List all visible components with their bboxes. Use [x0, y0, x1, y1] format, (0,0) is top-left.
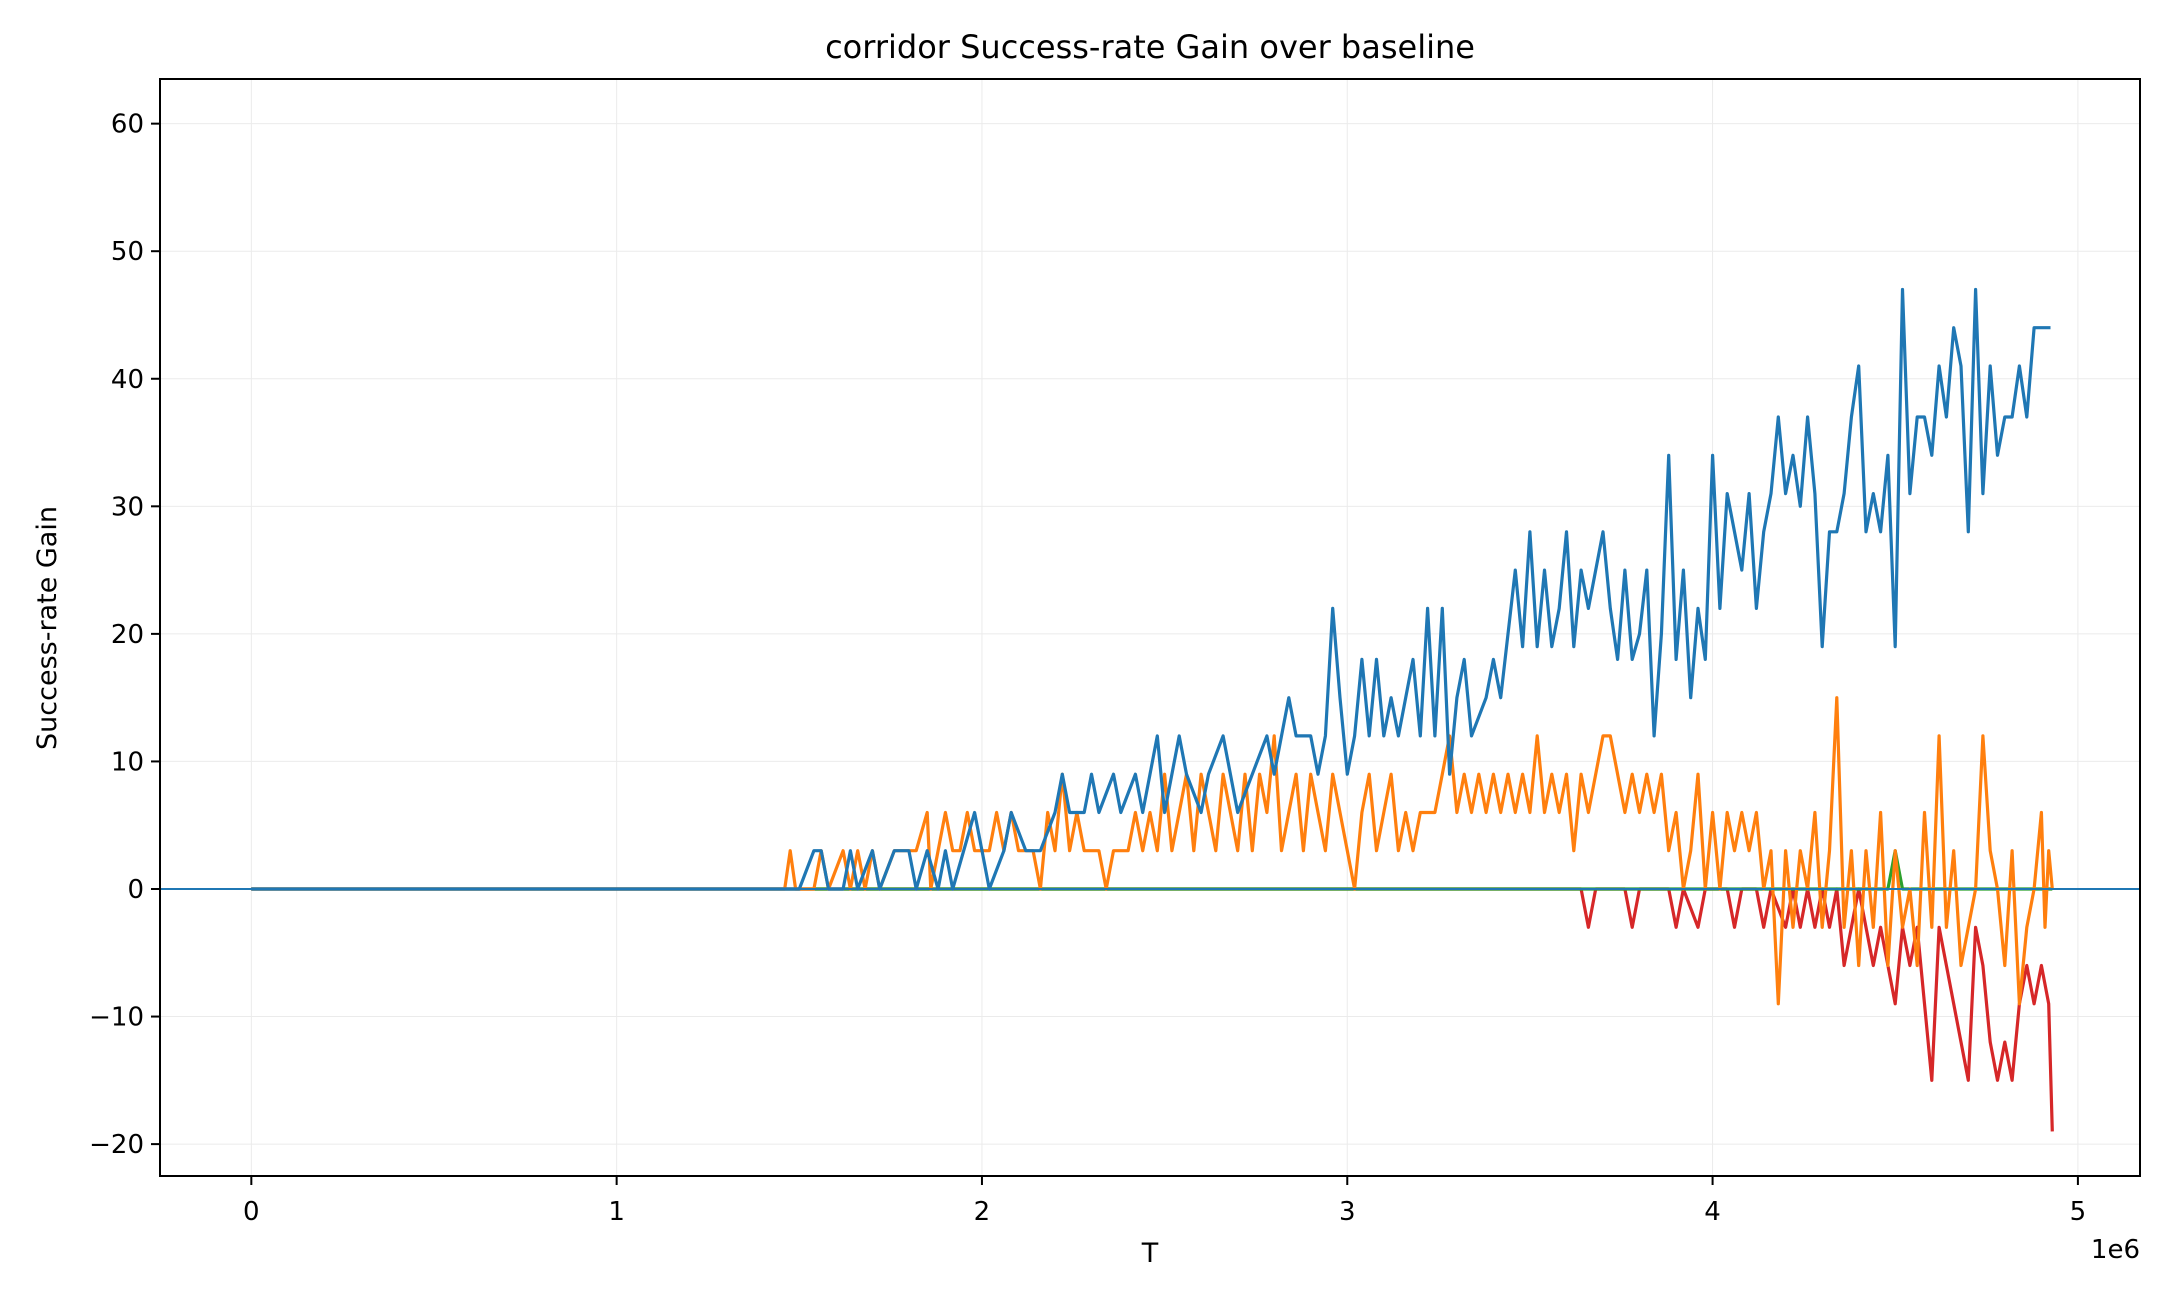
y-tick-label: −20	[89, 1130, 144, 1160]
plot-frame	[159, 78, 2141, 1177]
x-tick-label: 1	[608, 1197, 625, 1227]
series-line-0	[251, 287, 2051, 891]
y-axis-label: Success-rate Gain	[32, 506, 63, 750]
x-tick-label: 3	[1339, 1197, 1356, 1227]
x-tick-label: 4	[1704, 1197, 1721, 1227]
y-tick-label: 60	[111, 110, 144, 140]
y-tick-label: 50	[111, 237, 144, 267]
x-tick-label: 2	[974, 1197, 991, 1227]
y-tick-label: 30	[111, 492, 144, 522]
x-axis-label: T	[1141, 1238, 1159, 1269]
x-axis-offset-label: 1e6	[2091, 1235, 2140, 1265]
axis-ticks: 0 1 2 3 4 5 −20 −10 0 10 20 30 40 50 60	[89, 110, 2086, 1227]
y-tick-label: 40	[111, 365, 144, 395]
x-tick-label: 5	[2070, 1197, 2087, 1227]
y-tick-label: 20	[111, 620, 144, 650]
x-tick-label: 0	[243, 1197, 260, 1227]
y-tick-label: 0	[127, 875, 144, 905]
chart-title: corridor Success-rate Gain over baseline	[825, 28, 1475, 66]
y-tick-label: 10	[111, 747, 144, 777]
grid	[160, 79, 2140, 1176]
y-tick-label: −10	[89, 1003, 144, 1033]
